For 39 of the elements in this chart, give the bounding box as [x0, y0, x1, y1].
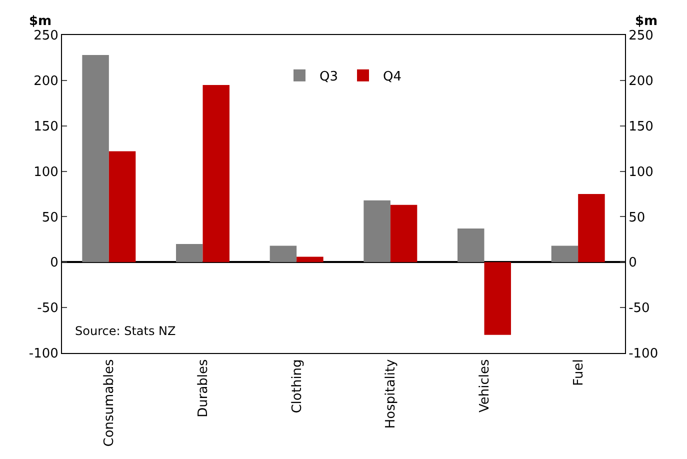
- y-tick-label: 100: [34, 164, 58, 180]
- y-tick-label: 200: [34, 74, 58, 89]
- y2-tick-label: 150: [628, 119, 654, 134]
- bar: [108, 151, 136, 262]
- y-axis-title: $m: [29, 14, 52, 29]
- y2-tick-label: 0: [628, 256, 637, 271]
- y-tick-label: 0: [50, 256, 58, 271]
- y2-tick-label: 250: [628, 28, 654, 44]
- bar: [458, 228, 484, 262]
- y-tick-label: -50: [37, 301, 58, 316]
- bar: [484, 262, 511, 335]
- y2-tick-label: -100: [628, 346, 658, 362]
- legend-label: Q3: [320, 69, 338, 84]
- x-tick-label: Durables: [196, 358, 211, 418]
- bar: [296, 256, 324, 262]
- bar: [578, 194, 605, 262]
- bar: [364, 200, 390, 262]
- bar: [82, 54, 109, 262]
- annotation: Source: Stats NZ: [75, 324, 176, 338]
- bar: [176, 244, 203, 262]
- x-tick-label: Clothing: [290, 359, 305, 414]
- x-tick-label: Fuel: [571, 359, 586, 386]
- y-tick-label: 50: [42, 210, 58, 226]
- bar: [270, 246, 297, 262]
- bar: [390, 204, 418, 262]
- x-tick-label: Vehicles: [477, 358, 492, 412]
- bar: [551, 246, 578, 262]
- y2-tick-label: 200: [628, 74, 654, 89]
- y2-axis-title: $m: [635, 14, 658, 29]
- x-tick-label: Consumables: [102, 358, 118, 447]
- y2-tick-label: -50: [628, 301, 650, 316]
- x-tick-label: Hospitality: [384, 358, 399, 429]
- bar: [202, 84, 230, 262]
- y-tick-label: -100: [28, 346, 58, 362]
- legend-label: Q4: [383, 69, 402, 84]
- y-tick-label: 150: [34, 119, 58, 134]
- y-tick-label: 250: [34, 28, 58, 44]
- y2-tick-label: 50: [628, 210, 646, 226]
- y2-tick-label: 100: [628, 164, 654, 180]
